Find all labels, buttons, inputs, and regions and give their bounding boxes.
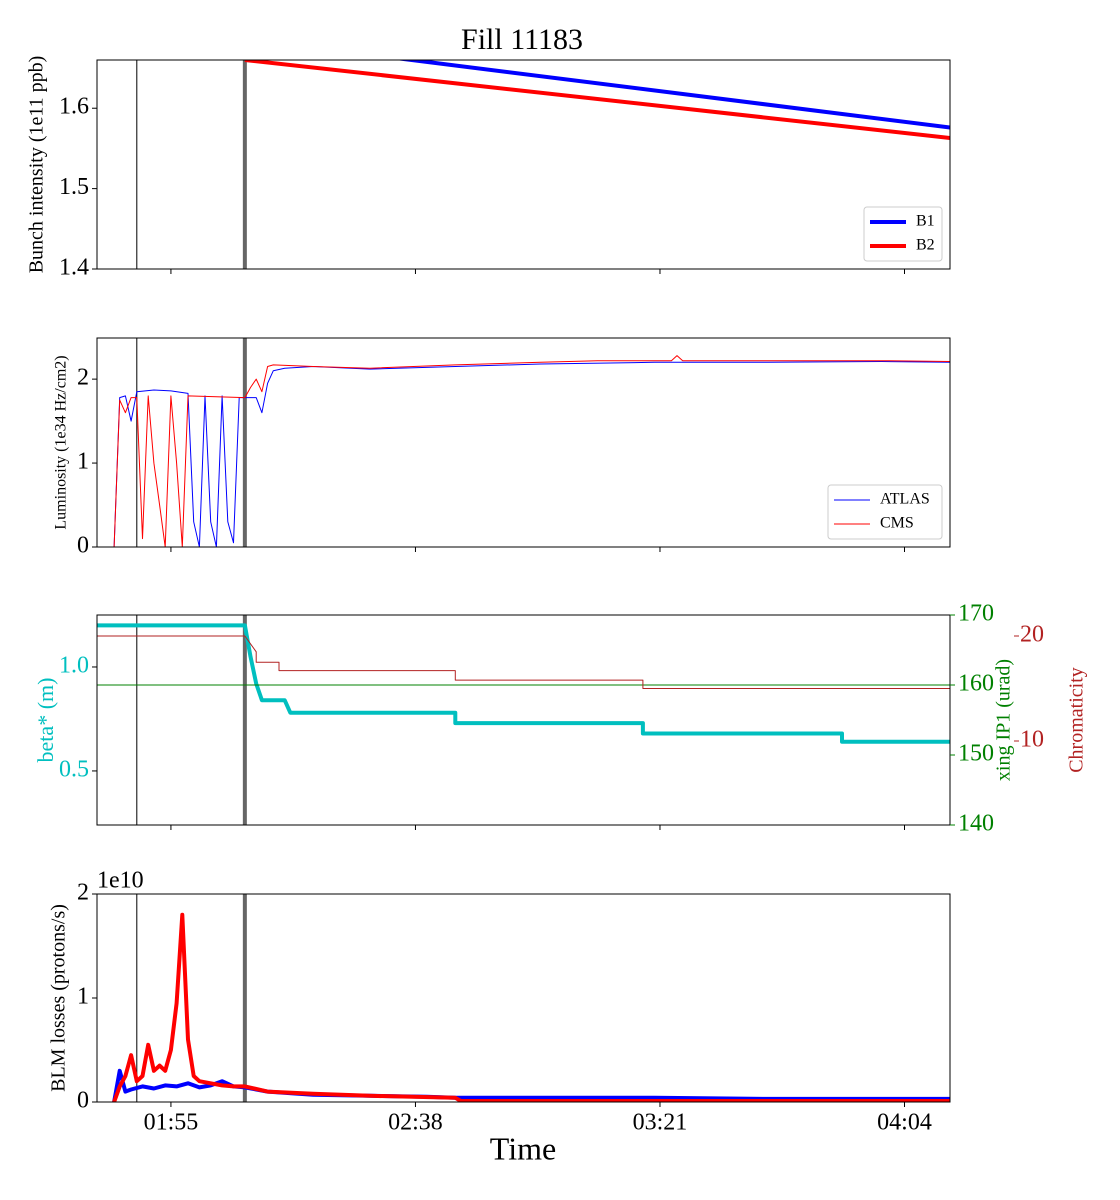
y-axis-label: Bunch intensity (1e11 ppb) [26, 56, 48, 274]
y-tick-label: 0 [77, 533, 89, 559]
y-tick-label: 2 [77, 880, 89, 906]
series-line [112, 912, 950, 1102]
y-tick-label: 1 [77, 984, 89, 1010]
x-tick-label: 04:04 [877, 1110, 932, 1136]
y-axis-label: beta* (m) [33, 678, 58, 763]
legend-label: ATLAS [880, 491, 930, 508]
series-line [97, 635, 950, 689]
axes-frame [96, 59, 951, 270]
x-tick-label: 01:55 [144, 1110, 199, 1136]
y3-axis-label: Chromaticity [1066, 667, 1088, 773]
series-line [112, 1068, 950, 1102]
y2-axis-label: xing IP1 (urad) [993, 659, 1015, 781]
series-line [97, 361, 950, 547]
y-axis-label: Luminosity (1e34 Hz/cm2) [53, 355, 70, 529]
series-line [244, 60, 950, 140]
x-tick-label: 03:21 [633, 1110, 688, 1136]
plot-area [136, 60, 950, 269]
series-line [395, 60, 950, 130]
y3-tick-label: 10 [1020, 727, 1044, 753]
axes-frame [96, 337, 951, 548]
y-tick-label: 0.5 [59, 756, 89, 782]
y-tick-label: 2 [77, 365, 89, 391]
plot-area [97, 338, 950, 547]
y2-tick-label: 160 [958, 671, 994, 697]
y2-tick-label: 140 [958, 811, 994, 837]
offset-label: 1e10 [97, 868, 144, 894]
y-tick-label: 1 [77, 449, 89, 475]
y3-tick-label: 20 [1020, 622, 1044, 648]
y-tick-label: 0 [77, 1088, 89, 1114]
y-tick-label: 1.6 [59, 94, 89, 120]
series-line [97, 623, 950, 744]
x-axis-label: Time [490, 1130, 556, 1166]
axes-frame [96, 614, 951, 826]
legend-label: CMS [880, 515, 914, 532]
y-tick-label: 1.4 [59, 255, 89, 281]
chart-title: Fill 11183 [461, 23, 583, 56]
y-tick-label: 1.0 [59, 652, 89, 678]
x-tick-label: 02:38 [388, 1110, 443, 1136]
plot-area [112, 894, 950, 1102]
series-line [97, 355, 950, 547]
legend-label: B2 [916, 237, 935, 254]
y2-tick-label: 150 [958, 741, 994, 767]
legend-box [827, 484, 943, 540]
legend-label: B1 [916, 213, 935, 230]
y2-tick-label: 170 [958, 601, 994, 627]
y-axis-label: BLM losses (protons/s) [48, 904, 70, 1092]
axes-frame [96, 893, 951, 1103]
plot-area [97, 615, 950, 825]
y-tick-label: 1.5 [59, 174, 89, 200]
